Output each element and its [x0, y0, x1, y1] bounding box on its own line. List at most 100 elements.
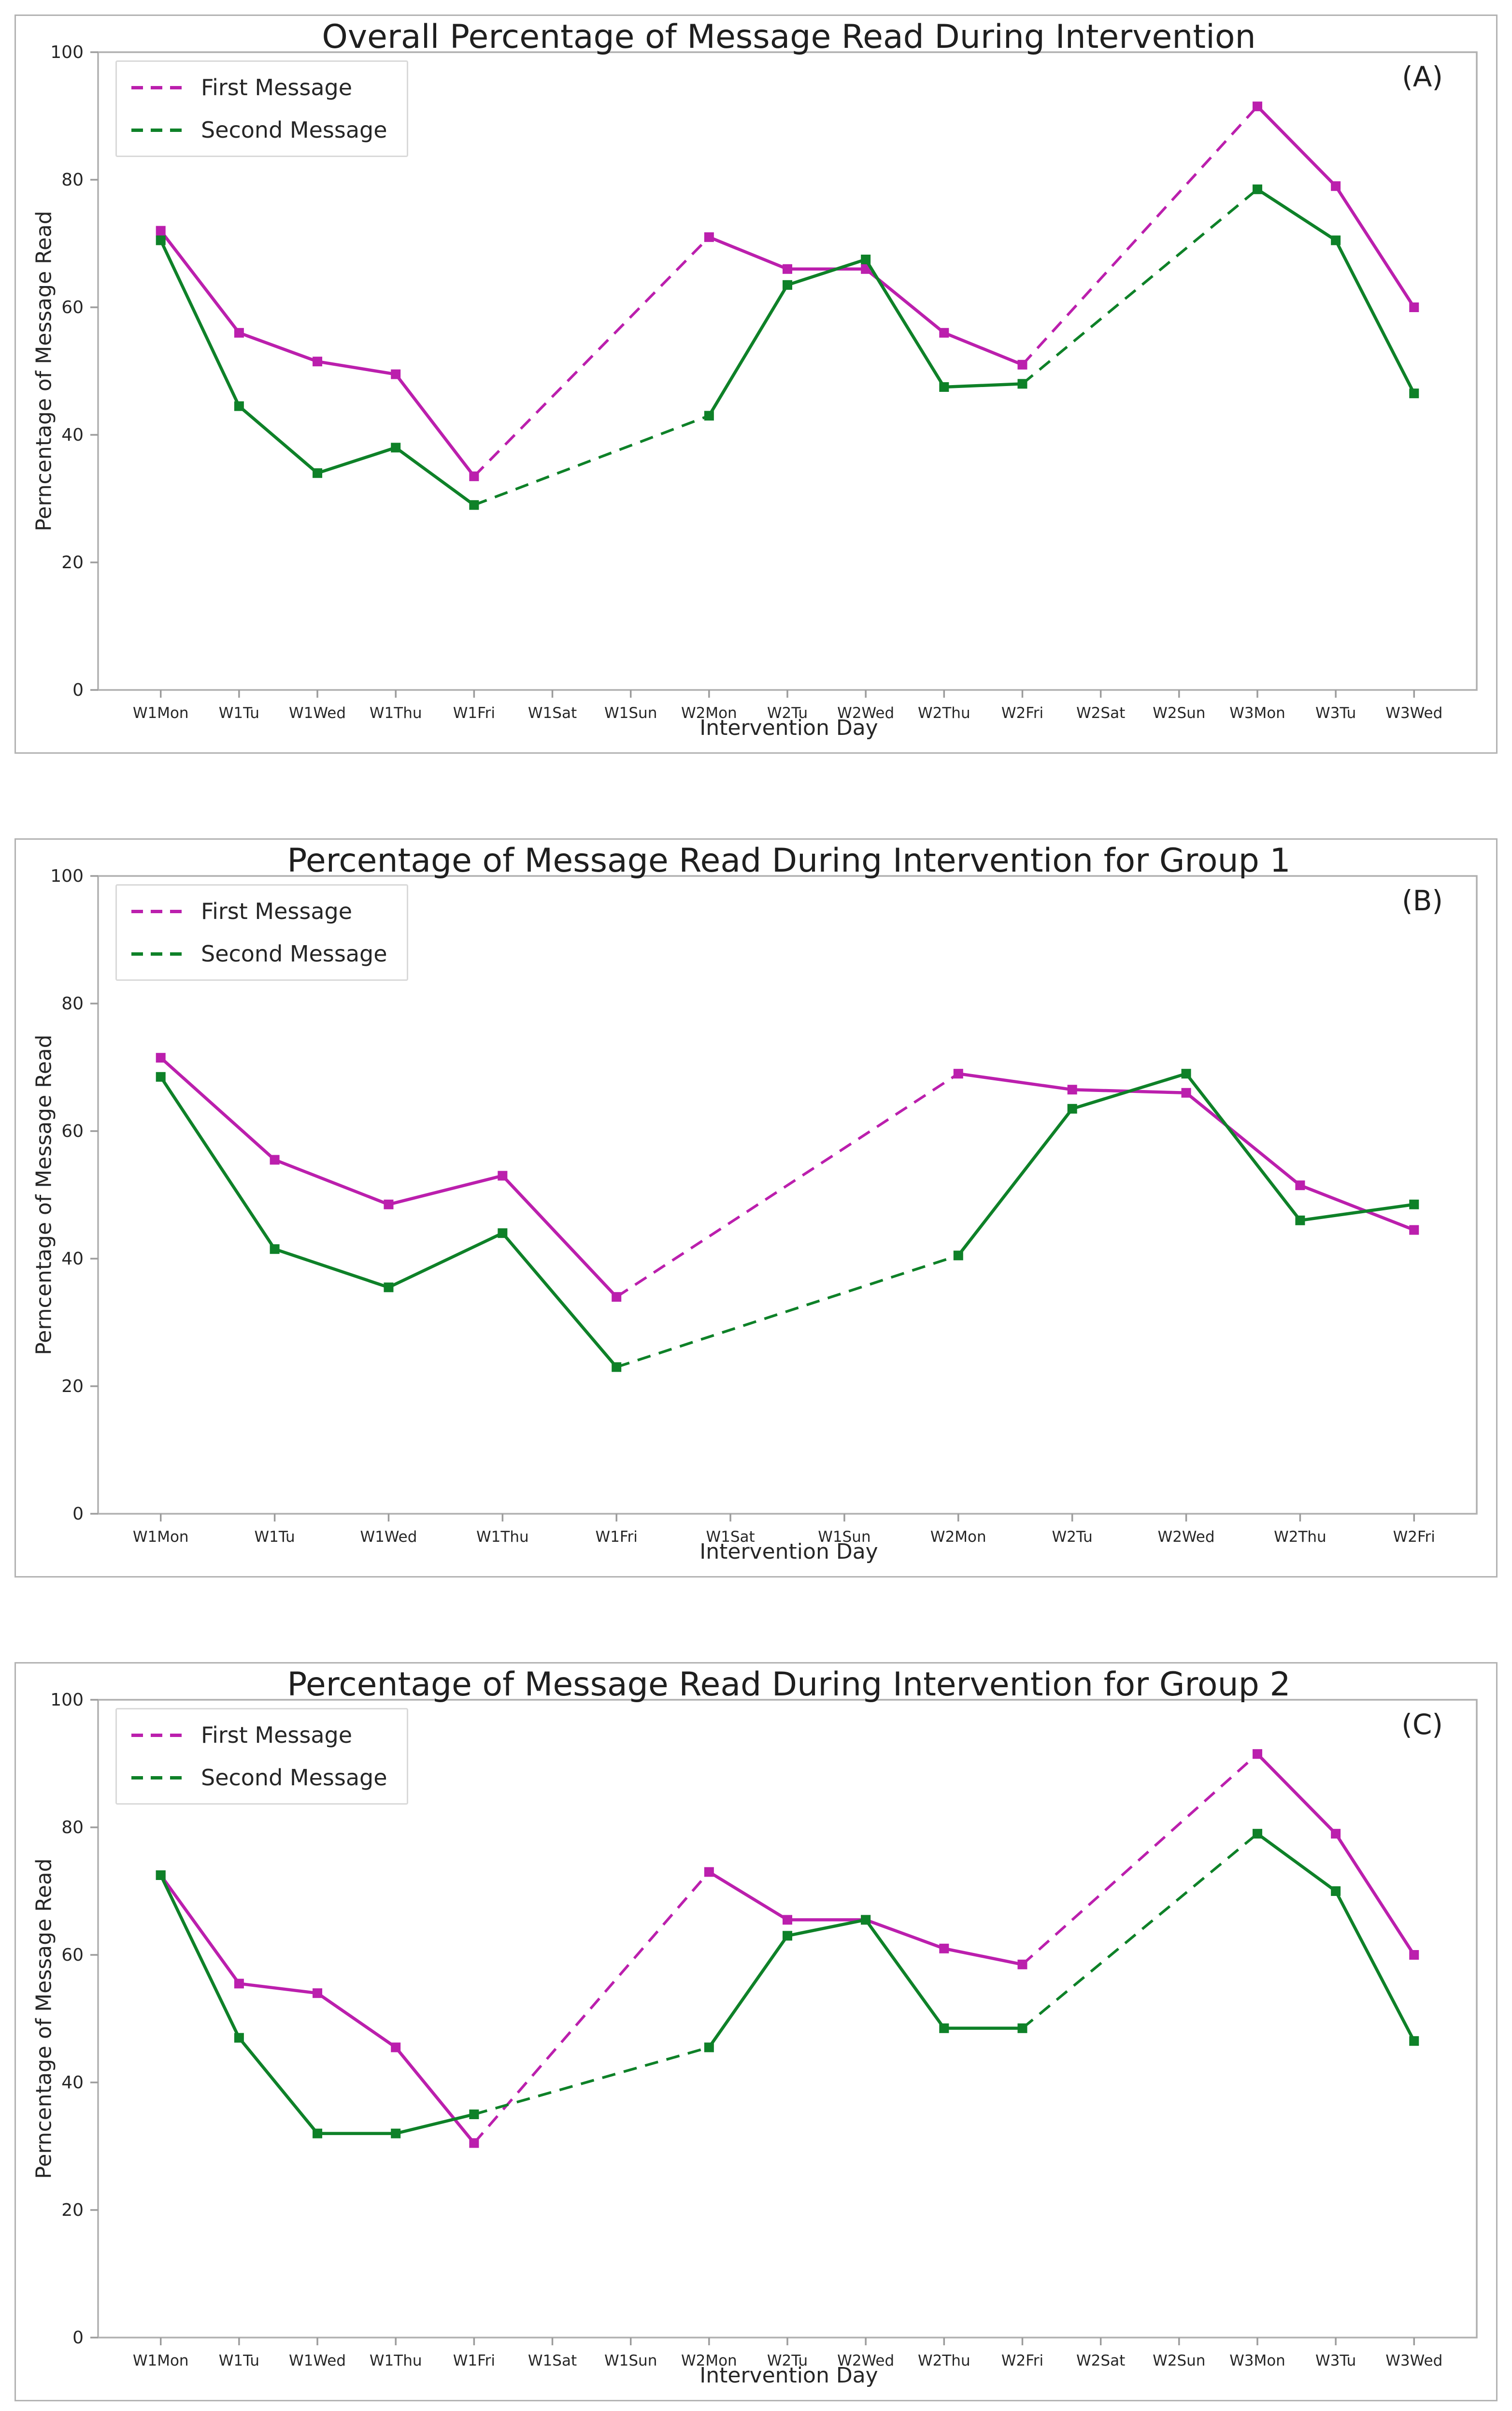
x-tick-label: W1Sun: [818, 1528, 870, 1546]
second-message-marker: [861, 255, 871, 264]
first-message-line-segment: [394, 373, 475, 477]
x-tick-label: W2Fri: [1393, 1528, 1435, 1546]
second-message-line-segment: [395, 446, 475, 506]
second-message-marker: [469, 2110, 479, 2119]
x-tick-label: W1Sun: [604, 2352, 657, 2369]
first-message-marker: [1181, 1088, 1191, 1098]
y-tick-label: 0: [72, 1504, 84, 1524]
y-tick-label: 60: [61, 1121, 84, 1141]
second-message-marker: [939, 2023, 949, 2033]
x-tick-label: W1Wed: [360, 1528, 417, 1546]
first-message-line-segment: [394, 2046, 475, 2144]
y-tick-label: 100: [50, 866, 84, 886]
x-tick-label: W2Wed: [1158, 1528, 1215, 1546]
second-message-marker: [1409, 388, 1419, 399]
first-message-marker: [939, 1943, 949, 1953]
second-message-marker: [1017, 379, 1027, 389]
first-message-marker: [469, 471, 479, 481]
first-message-marker: [313, 1988, 323, 1998]
x-tick-label: W1Sun: [604, 704, 657, 722]
second-message-marker: [1409, 2036, 1419, 2046]
x-tick-label: W3Mon: [1229, 704, 1285, 722]
first-message-marker: [783, 264, 792, 274]
x-tick-label: W2Fri: [1001, 704, 1043, 722]
x-tick-label: W2Mon: [681, 2352, 737, 2369]
second-message-marker: [1331, 235, 1341, 245]
second-message-marker: [498, 1228, 508, 1238]
x-tick-label: W2Sat: [1076, 704, 1125, 722]
x-tick-label: W1Mon: [133, 1528, 189, 1546]
second-message-line-segment: [1256, 1832, 1337, 1893]
first-message-marker: [783, 1915, 792, 1925]
x-tick-label: W2Thu: [1274, 1528, 1327, 1546]
first-message-marker: [234, 328, 244, 338]
first-message-marker: [384, 1199, 394, 1209]
chart-a-legend: First Message Second Message: [115, 60, 408, 157]
legend-item-second-message: Second Message: [131, 117, 387, 143]
chart-b-container: 0 20 40 60 80 100 W1Mon W1Tu W1Wed W1Thu W1Fri W1Sa…: [14, 838, 1498, 1578]
x-tick-label: W1Tu: [219, 2352, 259, 2369]
second-message-marker: [313, 468, 323, 478]
first-message-line-segment: [388, 1174, 503, 1206]
x-tick-label: W3Wed: [1385, 704, 1442, 722]
second-message-marker: [612, 1362, 622, 1372]
first-message-marker: [1409, 1950, 1419, 1960]
legend-label-second-message: Second Message: [201, 941, 387, 967]
legend-item-second-message: Second Message: [131, 941, 387, 967]
first-message-line-segment: [1185, 1091, 1301, 1187]
x-tick-label: W2Mon: [930, 1528, 986, 1546]
second-message-line-segment: [1184, 1073, 1301, 1221]
first-message-marker: [156, 1053, 166, 1063]
second-message-line-segment: [473, 2046, 710, 2116]
second-message-marker: [1067, 1104, 1077, 1114]
chart-a-x-axis-title: Intervention Day: [699, 716, 878, 740]
first-message-line-segment: [238, 331, 318, 363]
chart-c-canvas: 0 20 40 60 80 100 W1Mon W1Tu W1Wed W1Thu W1Fri W1Sa…: [50, 1690, 1478, 2369]
second-message-line-segment: [159, 240, 241, 407]
first-message-marker: [1252, 1749, 1262, 1759]
first-message-line-segment: [159, 1874, 241, 1985]
y-tick-label: 40: [61, 425, 84, 445]
y-tick-label: 20: [61, 553, 84, 573]
legend-label-second-message: Second Message: [201, 1765, 387, 1791]
chart-b-corner-label: (B): [1401, 884, 1443, 917]
first-message-line-segment: [317, 359, 396, 376]
x-tick-label: W2Wed: [837, 2352, 894, 2369]
x-tick-label: W2Sat: [1076, 2352, 1125, 2369]
first-message-line-segment: [1299, 1184, 1415, 1232]
first-message-marker: [391, 369, 401, 379]
chart-a-container: 0 20 40 60 80 100 W1Mon W1Tu W1Wed W1Thu W1Fri W1Sa…: [14, 14, 1498, 754]
x-tick-label: W1Thu: [476, 1528, 529, 1546]
first-message-marker: [469, 2138, 479, 2148]
second-message-marker: [939, 382, 949, 392]
first-message-marker: [1295, 1180, 1305, 1191]
second-message-dashed-line-swatch: [131, 1776, 185, 1780]
plot-border: [97, 875, 1478, 1515]
y-tick-label: 20: [61, 2200, 84, 2220]
x-tick-label: W1Tu: [254, 1528, 295, 1546]
second-message-marker: [783, 1931, 792, 1941]
legend-item-first-message: First Message: [131, 898, 387, 924]
first-message-line-segment: [1256, 1752, 1337, 1835]
x-tick-label: W1Fri: [453, 2352, 495, 2369]
second-message-line-segment: [238, 405, 319, 474]
first-message-line-segment: [473, 1871, 710, 2144]
first-message-line-segment: [159, 230, 241, 334]
second-message-marker: [234, 401, 244, 411]
second-message-marker: [270, 1244, 280, 1254]
first-message-line-segment: [473, 236, 710, 477]
y-tick-label: 40: [61, 2073, 84, 2093]
x-tick-label: W2Wed: [837, 704, 894, 722]
legend-label-first-message: First Message: [201, 1722, 353, 1748]
first-message-marker: [1331, 1829, 1341, 1839]
second-message-line-segment: [274, 1248, 389, 1289]
second-message-line-segment: [708, 1935, 789, 2049]
first-message-marker: [704, 1867, 714, 1877]
second-message-marker: [1181, 1069, 1191, 1079]
x-tick-label: W1Wed: [289, 704, 346, 722]
first-message-marker: [939, 328, 949, 338]
second-message-marker: [156, 1870, 166, 1880]
y-tick-label: 40: [61, 1249, 84, 1269]
chart-b-legend: First Message Second Message: [115, 884, 408, 981]
x-tick-label: W1Thu: [370, 2352, 422, 2369]
